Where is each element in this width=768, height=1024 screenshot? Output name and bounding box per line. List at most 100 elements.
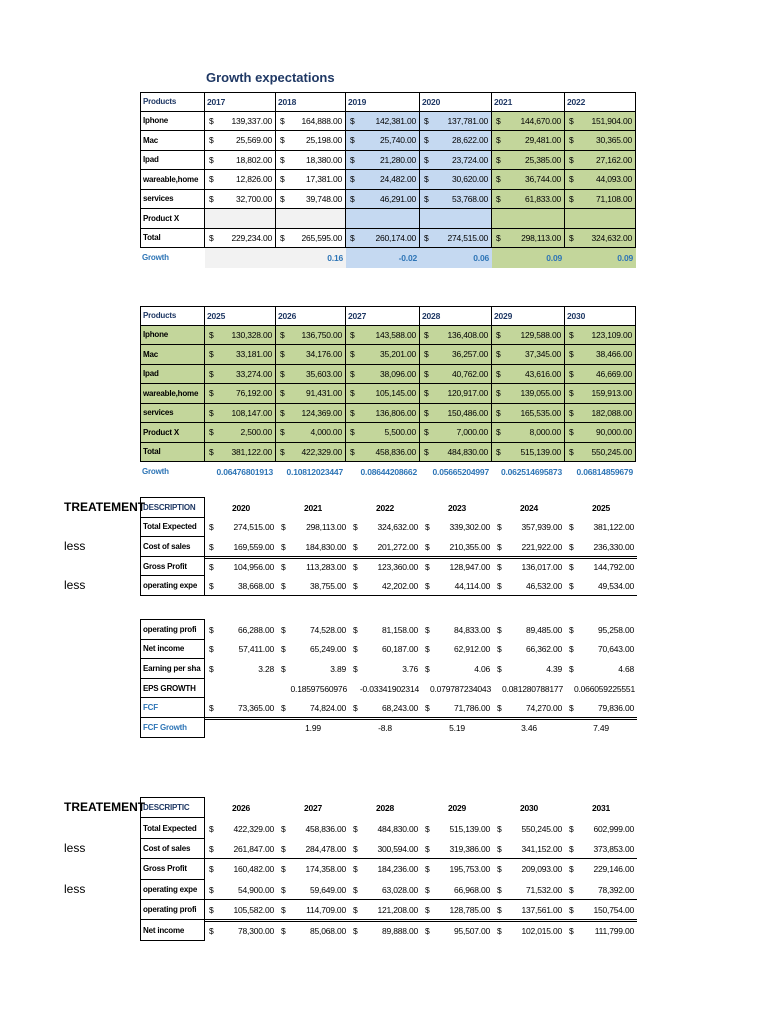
amount: 46,669.00 xyxy=(595,368,632,379)
header-cell: 2031 xyxy=(565,798,637,818)
currency-symbol: $ xyxy=(209,154,214,165)
row-label-cell: Earning per sha xyxy=(140,658,205,679)
currency-symbol: $ xyxy=(424,446,429,457)
amount: 319,386.00 xyxy=(449,843,490,854)
year-label: 2031 xyxy=(591,803,611,814)
header-cell: 2020 xyxy=(420,92,492,112)
value-cell: $298,113.00 xyxy=(492,228,565,248)
currency-symbol: $ xyxy=(425,703,430,714)
value-cell: $18,802.00 xyxy=(205,150,276,170)
value-cell: $66,288.00 xyxy=(205,620,277,640)
value-cell: $284,478.00 xyxy=(277,839,349,859)
value-cell: $139,055.00 xyxy=(492,384,565,404)
amount: 357,939.00 xyxy=(521,522,562,533)
amount: 105,582.00 xyxy=(233,905,274,916)
value-cell: $49,534.00 xyxy=(565,576,637,596)
currency-symbol: $ xyxy=(497,541,502,552)
currency-symbol: $ xyxy=(209,561,214,572)
currency-symbol: $ xyxy=(497,624,502,635)
currency-symbol: $ xyxy=(425,663,430,674)
currency-symbol: $ xyxy=(569,522,574,533)
ratio: 3.46 xyxy=(521,722,537,733)
header-label: DESCRIPTION xyxy=(143,502,196,512)
ratio: 0.06 xyxy=(473,252,489,263)
currency-symbol: $ xyxy=(425,925,430,936)
value-cell: $38,466.00 xyxy=(565,345,636,365)
row-label: wareable,home xyxy=(143,174,199,184)
value-cell: $95,258.00 xyxy=(565,620,637,640)
ratio: -0.03341902314 xyxy=(359,683,419,694)
amount: 36,744.00 xyxy=(524,174,561,185)
value-cell: $78,392.00 xyxy=(565,880,637,900)
header-cell: Products xyxy=(140,92,205,112)
currency-symbol: $ xyxy=(350,115,355,126)
amount: 339,302.00 xyxy=(449,522,490,533)
amount: 458,836.00 xyxy=(375,446,416,457)
amount: 144,792.00 xyxy=(593,561,634,572)
currency-symbol: $ xyxy=(280,329,285,340)
currency-symbol: $ xyxy=(209,174,214,185)
currency-symbol: $ xyxy=(496,388,501,399)
currency-symbol: $ xyxy=(569,703,574,714)
value-cell: $159,913.00 xyxy=(565,384,636,404)
row-label: Total xyxy=(143,447,161,457)
value-cell: $68,243.00 xyxy=(349,698,421,718)
row-label-cell: Iphone xyxy=(140,325,205,345)
currency-symbol: $ xyxy=(350,193,355,204)
currency-symbol: $ xyxy=(497,561,502,572)
currency-symbol: $ xyxy=(496,232,501,243)
amount: 46,532.00 xyxy=(525,581,562,592)
currency-symbol: $ xyxy=(569,561,574,572)
row-label: operating profi xyxy=(143,624,197,634)
row-label: Gross Profit xyxy=(143,864,187,874)
value-cell: $169,559.00 xyxy=(205,537,277,557)
currency-symbol: $ xyxy=(424,174,429,185)
row-label: Ipad xyxy=(143,369,159,379)
currency-symbol: $ xyxy=(281,522,286,533)
amount: 66,968.00 xyxy=(453,884,490,895)
amount: 37,345.00 xyxy=(524,349,561,360)
value-cell: $144,792.00 xyxy=(565,557,637,577)
row-label-cell: Growth xyxy=(140,248,205,268)
currency-symbol: $ xyxy=(424,388,429,399)
amount: 123,109.00 xyxy=(591,329,632,340)
value-cell: $36,257.00 xyxy=(420,345,492,365)
header-label: Products xyxy=(143,311,177,321)
currency-symbol: $ xyxy=(350,427,355,438)
currency-symbol: $ xyxy=(209,135,214,146)
amount: 4.06 xyxy=(474,663,490,674)
currency-symbol: $ xyxy=(353,581,358,592)
currency-symbol: $ xyxy=(496,407,501,418)
amount: 130,328.00 xyxy=(231,329,272,340)
currency-symbol: $ xyxy=(497,925,502,936)
amount: 39,748.00 xyxy=(305,193,342,204)
amount: 74,270.00 xyxy=(525,703,562,714)
value-cell xyxy=(420,209,492,229)
currency-symbol: $ xyxy=(496,446,501,457)
amount: 261,847.00 xyxy=(233,843,274,854)
amount: 70,643.00 xyxy=(597,644,634,655)
currency-symbol: $ xyxy=(280,427,285,438)
amount: 221,922.00 xyxy=(521,541,562,552)
row-label: operating expe xyxy=(143,581,198,591)
year-label: 2020 xyxy=(231,502,251,513)
value-cell: $210,355.00 xyxy=(421,537,493,557)
value-cell: $78,300.00 xyxy=(205,920,277,940)
amount: 182,088.00 xyxy=(591,407,632,418)
value-cell: $17,381.00 xyxy=(276,170,346,190)
row-label-cell: Cost of sales xyxy=(140,837,205,860)
currency-symbol: $ xyxy=(424,135,429,146)
amount: 8,000.00 xyxy=(529,427,562,438)
currency-symbol: $ xyxy=(350,135,355,146)
row-label: operating expe xyxy=(143,884,198,894)
value-cell: $195,753.00 xyxy=(421,859,493,879)
value-cell: $113,283.00 xyxy=(277,557,349,577)
amount: 33,274.00 xyxy=(235,368,272,379)
currency-symbol: $ xyxy=(569,925,574,936)
amount: 422,329.00 xyxy=(301,446,342,457)
value-cell: $265,595.00 xyxy=(276,228,346,248)
value-cell: $373,853.00 xyxy=(565,839,637,859)
row-label-cell: Ipad xyxy=(140,150,205,170)
amount: 60,187.00 xyxy=(381,644,418,655)
value-cell: $274,515.00 xyxy=(420,228,492,248)
